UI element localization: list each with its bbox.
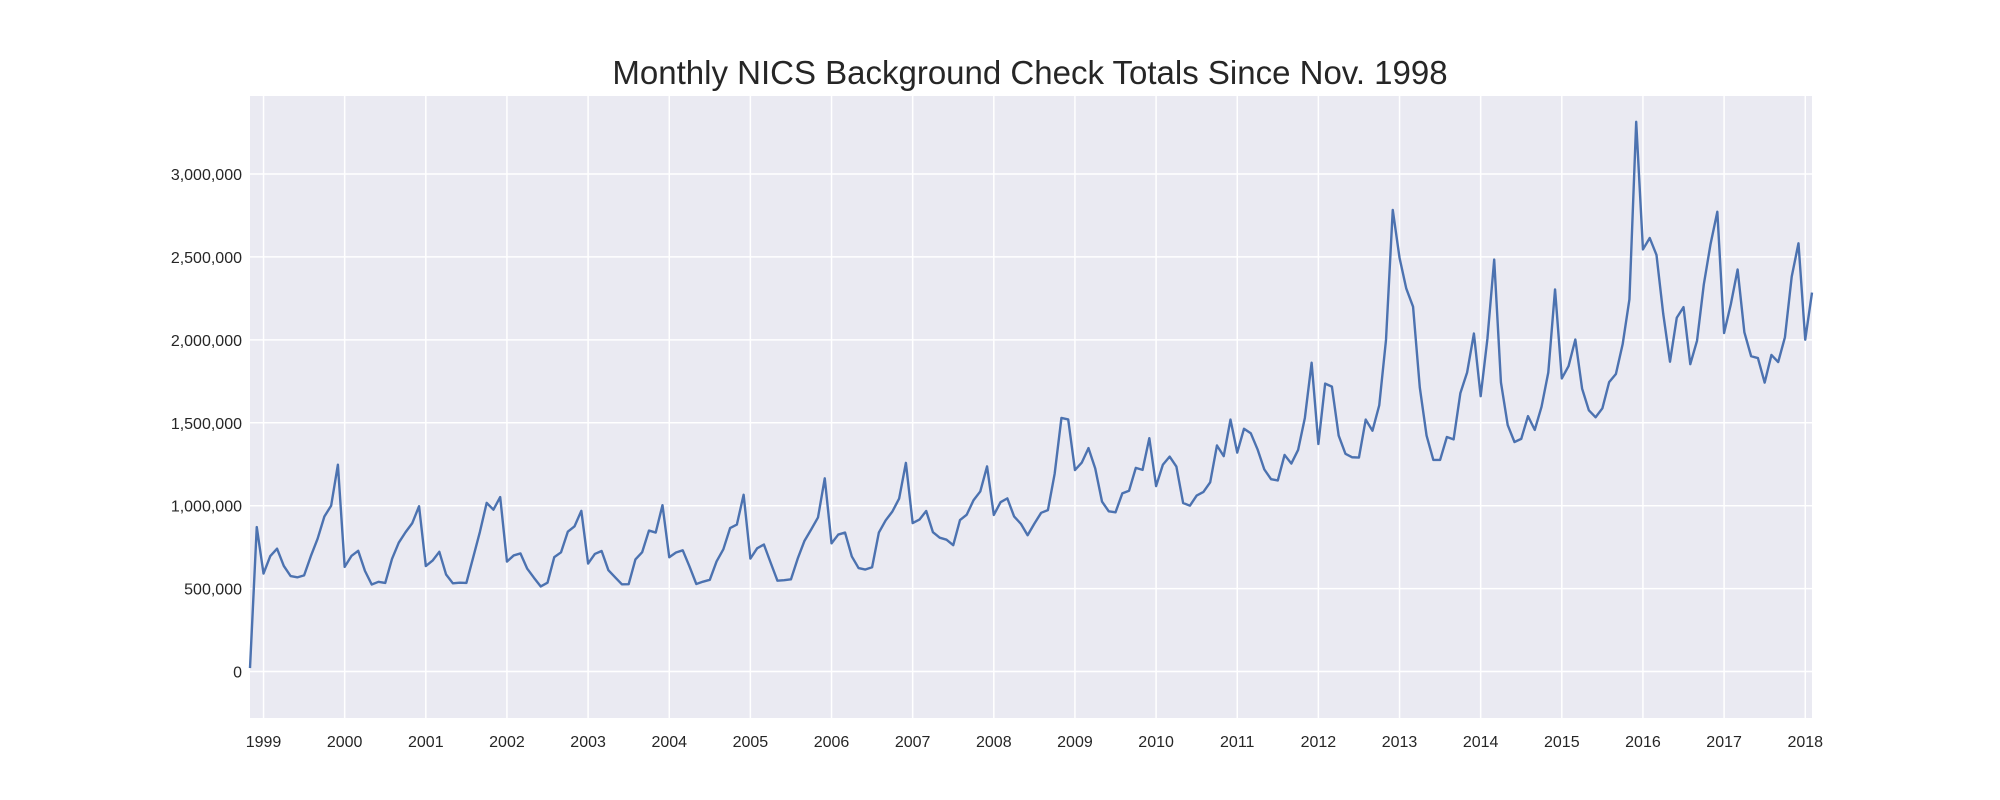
x-tick-label: 2003: [570, 734, 606, 751]
x-tick-label: 2017: [1706, 734, 1742, 751]
chart-title: Monthly NICS Background Check Totals Sin…: [612, 54, 1448, 91]
x-tick-label: 2002: [489, 734, 525, 751]
x-tick-label: 2006: [814, 734, 850, 751]
series-line: [248, 120, 1814, 669]
x-tick-label: 2008: [976, 734, 1012, 751]
y-tick-label: 1,000,000: [171, 499, 242, 516]
x-tick-label: 2014: [1463, 734, 1499, 751]
x-tick-label: 2004: [651, 734, 687, 751]
x-tick-label: 2013: [1382, 734, 1418, 751]
plot-area: [250, 96, 1812, 718]
y-axis-tick-labels: 0 500,000 1,000,000 1,500,000 2,000,000 2,500…: [171, 167, 242, 682]
x-tick-label: 2009: [1057, 734, 1093, 751]
x-tick-label: 2007: [895, 734, 931, 751]
x-tick-label: 1999: [246, 734, 282, 751]
x-tick-label: 2001: [408, 734, 444, 751]
x-tick-label: 2010: [1138, 734, 1174, 751]
y-tick-label: 0: [233, 665, 242, 682]
x-tick-label: 2000: [327, 734, 363, 751]
y-tick-label: 3,000,000: [171, 167, 242, 184]
x-tick-label: 2005: [733, 734, 769, 751]
x-tick-label: 2012: [1301, 734, 1337, 751]
x-gridlines: [262, 96, 1806, 718]
x-tick-label: 2011: [1220, 734, 1255, 751]
y-tick-label: 2,500,000: [171, 250, 242, 267]
x-tick-label: 2016: [1625, 734, 1661, 751]
x-tick-label: 2018: [1787, 734, 1823, 751]
x-axis-tick-labels: 1999 2000 2001 2002 2003 2004 2005 2006 2007 2008…: [246, 734, 1823, 751]
y-tick-label: 500,000: [184, 582, 242, 599]
x-tick-label: 2015: [1544, 734, 1580, 751]
y-tick-label: 2,000,000: [171, 333, 242, 350]
y-tick-label: 1,500,000: [171, 416, 242, 433]
y-gridlines: [250, 173, 1812, 673]
